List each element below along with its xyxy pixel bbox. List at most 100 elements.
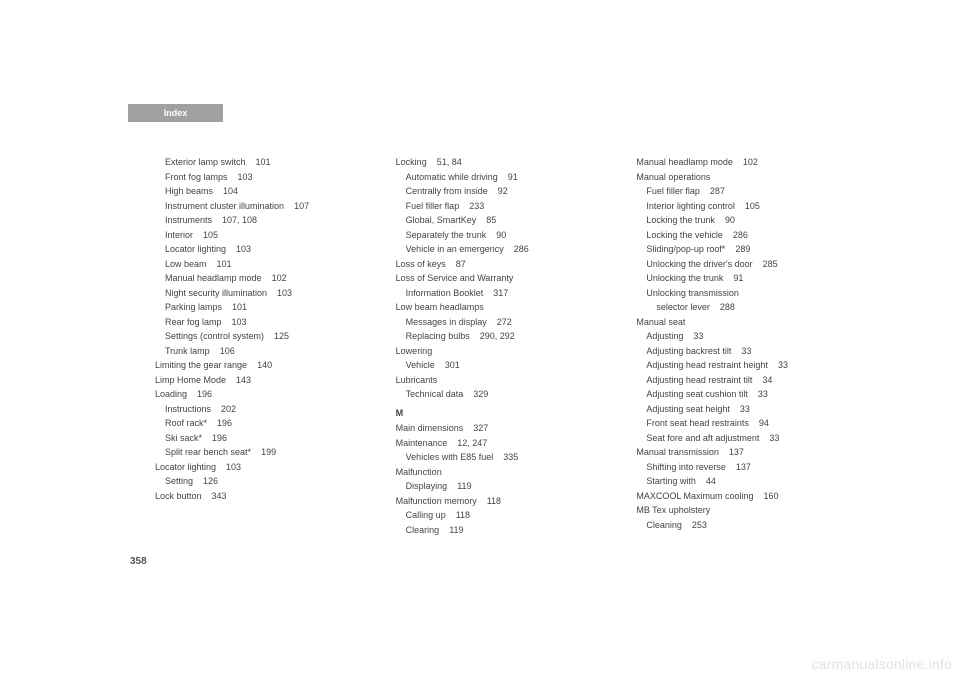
entry-page: 106 — [220, 346, 235, 356]
index-entry: Malfunction — [396, 465, 605, 480]
entry-page: 335 — [503, 452, 518, 462]
index-entry: Vehicles with E85 fuel335 — [396, 450, 605, 465]
entry-page: 301 — [445, 360, 460, 370]
index-entry: Front seat head restraints94 — [636, 416, 845, 431]
entry-page: 196 — [217, 418, 232, 428]
entry-page: 34 — [762, 375, 772, 385]
entry-text: Instrument cluster illumination — [165, 201, 284, 211]
entry-text: Unlocking the trunk — [646, 273, 723, 283]
index-entry: Limp Home Mode143 — [155, 373, 364, 388]
index-entry: Unlocking transmission — [636, 286, 845, 301]
entry-text: Trunk lamp — [165, 346, 210, 356]
index-entry: Limiting the gear range 140 — [155, 358, 364, 373]
entry-text: Seat fore and aft adjustment — [646, 433, 759, 443]
entry-page: 233 — [469, 201, 484, 211]
entry-text: Interior lighting control — [646, 201, 735, 211]
entry-text: Lowering — [396, 346, 433, 356]
entry-text: Split rear bench seat* — [165, 447, 251, 457]
entry-text: Manual headlamp mode — [636, 157, 733, 167]
entry-text: Replacing bulbs — [406, 331, 470, 341]
entry-text: Manual transmission — [636, 447, 719, 457]
entry-text: Messages in display — [406, 317, 487, 327]
entry-text: Loss of keys — [396, 259, 446, 269]
entry-page: 119 — [457, 481, 471, 491]
index-entry: Replacing bulbs290, 292 — [396, 329, 605, 344]
index-entry: Ski sack*196 — [155, 431, 364, 446]
index-entry: Lubricants — [396, 373, 605, 388]
entry-page: 285 — [763, 259, 778, 269]
index-entry: Exterior lamp switch101 — [155, 155, 364, 170]
entry-text: Unlocking the driver's door — [646, 259, 752, 269]
index-entry: Maintenance12, 247 — [396, 436, 605, 451]
entry-text: Calling up — [406, 510, 446, 520]
entry-page: 33 — [778, 360, 788, 370]
entry-page: 289 — [735, 244, 750, 254]
index-entry: Split rear bench seat*199 — [155, 445, 364, 460]
watermark: carmanualsonline.info — [812, 656, 952, 672]
entry-page: 104 — [223, 186, 238, 196]
index-entry: High beams104 — [155, 184, 364, 199]
entry-page: 140 — [257, 360, 272, 370]
entry-text: Interior — [165, 230, 193, 240]
entry-page: 286 — [514, 244, 529, 254]
index-entry: Seat fore and aft adjustment33 — [636, 431, 845, 446]
entry-page: 103 — [232, 317, 247, 327]
column-2: Locking 51, 84 Automatic while driving91Ce… — [396, 155, 605, 537]
index-entry: Information Booklet317 — [396, 286, 605, 301]
entry-text: Manual headlamp mode — [165, 273, 262, 283]
index-entry: Automatic while driving91 — [396, 170, 605, 185]
entry-page: 137 — [729, 447, 744, 457]
entry-text: selector lever — [656, 302, 710, 312]
entry-page: 51, 84 — [437, 157, 462, 167]
entry-text: Front fog lamps — [165, 172, 228, 182]
entry-text: Locking — [396, 157, 427, 167]
entry-text: Separately the trunk — [406, 230, 487, 240]
entry-text: Loading — [155, 389, 187, 399]
entry-page: 286 — [733, 230, 748, 240]
entry-page: 90 — [496, 230, 506, 240]
entry-text: Parking lamps — [165, 302, 222, 312]
entry-text: Fuel filler flap — [646, 186, 700, 196]
index-entry: Adjusting head restraint height 33 — [636, 358, 845, 373]
entry-text: Low beam headlamps — [396, 302, 484, 312]
entry-text: Adjusting seat height — [646, 404, 730, 414]
entry-text: Vehicle — [406, 360, 435, 370]
index-entry: Setting126 — [155, 474, 364, 489]
entry-page: 103 — [277, 288, 292, 298]
index-entry: Loading196 — [155, 387, 364, 402]
index-entry: Loss of keys87 — [396, 257, 605, 272]
entry-page: 90 — [725, 215, 735, 225]
entry-text: Information Booklet — [406, 288, 484, 298]
entry-page: 125 — [274, 331, 289, 341]
index-entry: Interior lighting control105 — [636, 199, 845, 214]
entry-text: Night security illumination — [165, 288, 267, 298]
entry-page: 103 — [226, 462, 241, 472]
index-entry: Night security illumination 103 — [155, 286, 364, 301]
index-entry: Adjusting head restraint tilt34 — [636, 373, 845, 388]
entry-page: 119 — [449, 525, 463, 535]
entry-text: Instruments — [165, 215, 212, 225]
index-entry: Instructions202 — [155, 402, 364, 417]
index-entry: Roof rack*196 — [155, 416, 364, 431]
index-entry: Adjusting seat cushion tilt33 — [636, 387, 845, 402]
entry-page: 101 — [217, 259, 232, 269]
entry-text: Sliding/pop-up roof* — [646, 244, 725, 254]
index-entry: Interior105 — [155, 228, 364, 243]
entry-text: Malfunction memory — [396, 496, 477, 506]
entry-text: Centrally from inside — [406, 186, 488, 196]
index-entry: Starting with44 — [636, 474, 845, 489]
entry-text: Limiting the gear range — [155, 360, 247, 370]
entry-page: 118 — [487, 496, 501, 506]
index-entry: Vehicle 301 — [396, 358, 605, 373]
column-3: Manual headlamp mode102Manual operations… — [636, 155, 845, 537]
entry-page: 287 — [710, 186, 725, 196]
index-entry: Manual transmission 137 — [636, 445, 845, 460]
index-entry: Loss of Service and Warranty — [396, 271, 605, 286]
entry-page: 91 — [508, 172, 518, 182]
entry-page: 12, 247 — [457, 438, 487, 448]
index-entry: Technical data329 — [396, 387, 605, 402]
entry-text: Exterior lamp switch — [165, 157, 246, 167]
entry-text: Adjusting head restraint height — [646, 360, 768, 370]
entry-page: 160 — [764, 491, 779, 501]
entry-page: 272 — [497, 317, 512, 327]
